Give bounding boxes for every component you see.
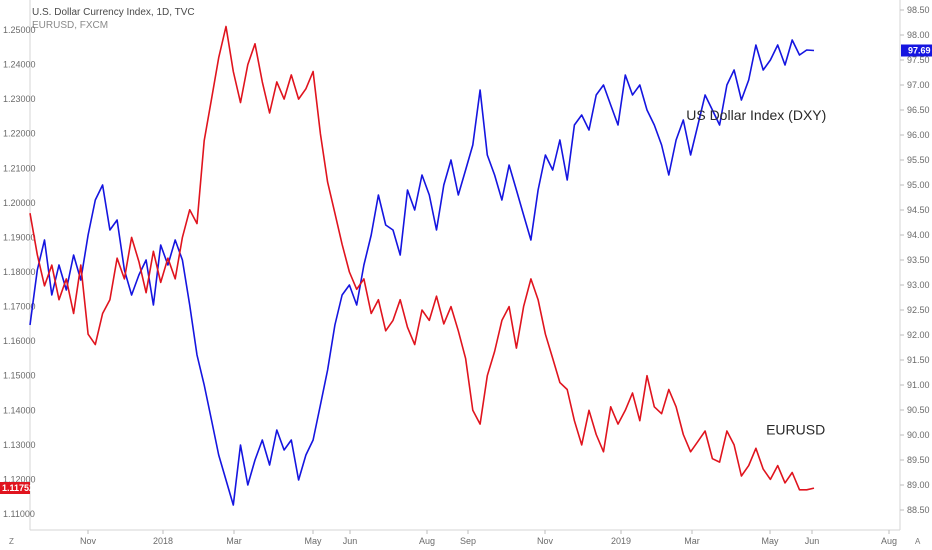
eurusd-series-label: EURUSD: [766, 421, 825, 437]
x-tick-label: Jun: [343, 536, 358, 546]
right-tick-label: 92.00: [907, 330, 930, 340]
x-tick-label: Mar: [684, 536, 700, 546]
left-tick-label: 1.20000: [3, 198, 36, 208]
chart-corner-right: A: [915, 537, 921, 546]
left-tick-label: 1.12000: [3, 474, 36, 484]
left-tick-label: 1.13000: [3, 440, 36, 450]
left-axis-ticks: 1.25000 1.24000 1.23000 1.22000 1.21000 1.200…: [3, 25, 36, 519]
x-axis-ticks: Nov 2018 Mar May Jun Aug Sep Nov 2019 Mar May Jun Au…: [80, 530, 897, 546]
right-tick-label: 97.00: [907, 80, 930, 90]
right-tick-label: 91.50: [907, 355, 930, 365]
left-tick-label: 1.24000: [3, 60, 36, 70]
chart-title: U.S. Dollar Currency Index, 1D, TVC: [32, 7, 195, 18]
right-tick-label: 95.50: [907, 155, 930, 165]
series-layer: [29, 25, 815, 506]
x-tick-label: May: [304, 536, 322, 546]
right-tick-label: 89.50: [907, 455, 930, 465]
dxy-series-label: US Dollar Index (DXY): [686, 107, 826, 123]
right-tick-label: 92.50: [907, 305, 930, 315]
left-tick-label: 1.14000: [3, 405, 36, 415]
left-tick-label: 1.23000: [3, 94, 36, 104]
eurusd-series-line: [29, 25, 815, 491]
left-tick-label: 1.11000: [3, 509, 35, 519]
right-axis-ticks: 98.50 98.00 97.50 97.00 96.50 96.00 95.50 95.00…: [900, 5, 930, 515]
left-tick-label: 1.19000: [3, 232, 36, 242]
right-tick-label: 90.00: [907, 430, 930, 440]
eurusd-last-value: 1.11752: [2, 483, 34, 493]
right-tick-label: 88.50: [907, 505, 930, 515]
x-tick-label: Nov: [537, 536, 554, 546]
right-tick-label: 89.00: [907, 480, 930, 490]
right-tick-label: 94.50: [907, 205, 930, 215]
left-tick-label: 1.16000: [3, 336, 36, 346]
chart-header: U.S. Dollar Currency Index, 1D, TVC EURU…: [32, 6, 195, 32]
chart-subtitle: EURUSD, FXCM: [32, 20, 109, 31]
last-value-badges: 97.69 1.11752: [0, 44, 932, 495]
x-tick-label: Jun: [805, 536, 820, 546]
right-tick-label: 93.00: [907, 280, 930, 290]
right-tick-label: 95.00: [907, 180, 930, 190]
right-tick-label: 96.00: [907, 130, 930, 140]
left-tick-label: 1.15000: [3, 371, 36, 381]
right-tick-label: 93.50: [907, 255, 930, 265]
x-tick-label: Nov: [80, 536, 97, 546]
chart-corner-left: Z: [9, 537, 14, 546]
left-tick-label: 1.25000: [3, 25, 36, 35]
left-tick-label: 1.22000: [3, 129, 36, 139]
dxy-series-line: [29, 39, 815, 506]
x-tick-label: 2018: [153, 536, 173, 546]
dxy-last-value: 97.69: [908, 46, 931, 56]
x-tick-label: 2019: [611, 536, 631, 546]
right-tick-label: 96.50: [907, 105, 930, 115]
x-tick-label: Sep: [460, 536, 476, 546]
right-tick-label: 90.50: [907, 405, 930, 415]
right-tick-label: 98.00: [907, 30, 930, 40]
left-tick-label: 1.18000: [3, 267, 36, 277]
right-tick-label: 91.00: [907, 380, 930, 390]
annotation-layer: US Dollar Index (DXY) EURUSD: [686, 107, 826, 437]
right-tick-label: 94.00: [907, 230, 930, 240]
eurusd-last-value-badge: [0, 482, 30, 495]
left-tick-label: 1.21000: [3, 163, 36, 173]
x-tick-label: Aug: [419, 536, 435, 546]
right-tick-label: 97.50: [907, 55, 930, 65]
left-tick-label: 1.17000: [3, 302, 36, 312]
x-tick-label: Mar: [226, 536, 242, 546]
x-tick-label: Aug: [881, 536, 897, 546]
x-tick-label: May: [761, 536, 779, 546]
right-tick-label: 98.50: [907, 5, 930, 15]
dxy-last-value-badge: [901, 44, 932, 57]
